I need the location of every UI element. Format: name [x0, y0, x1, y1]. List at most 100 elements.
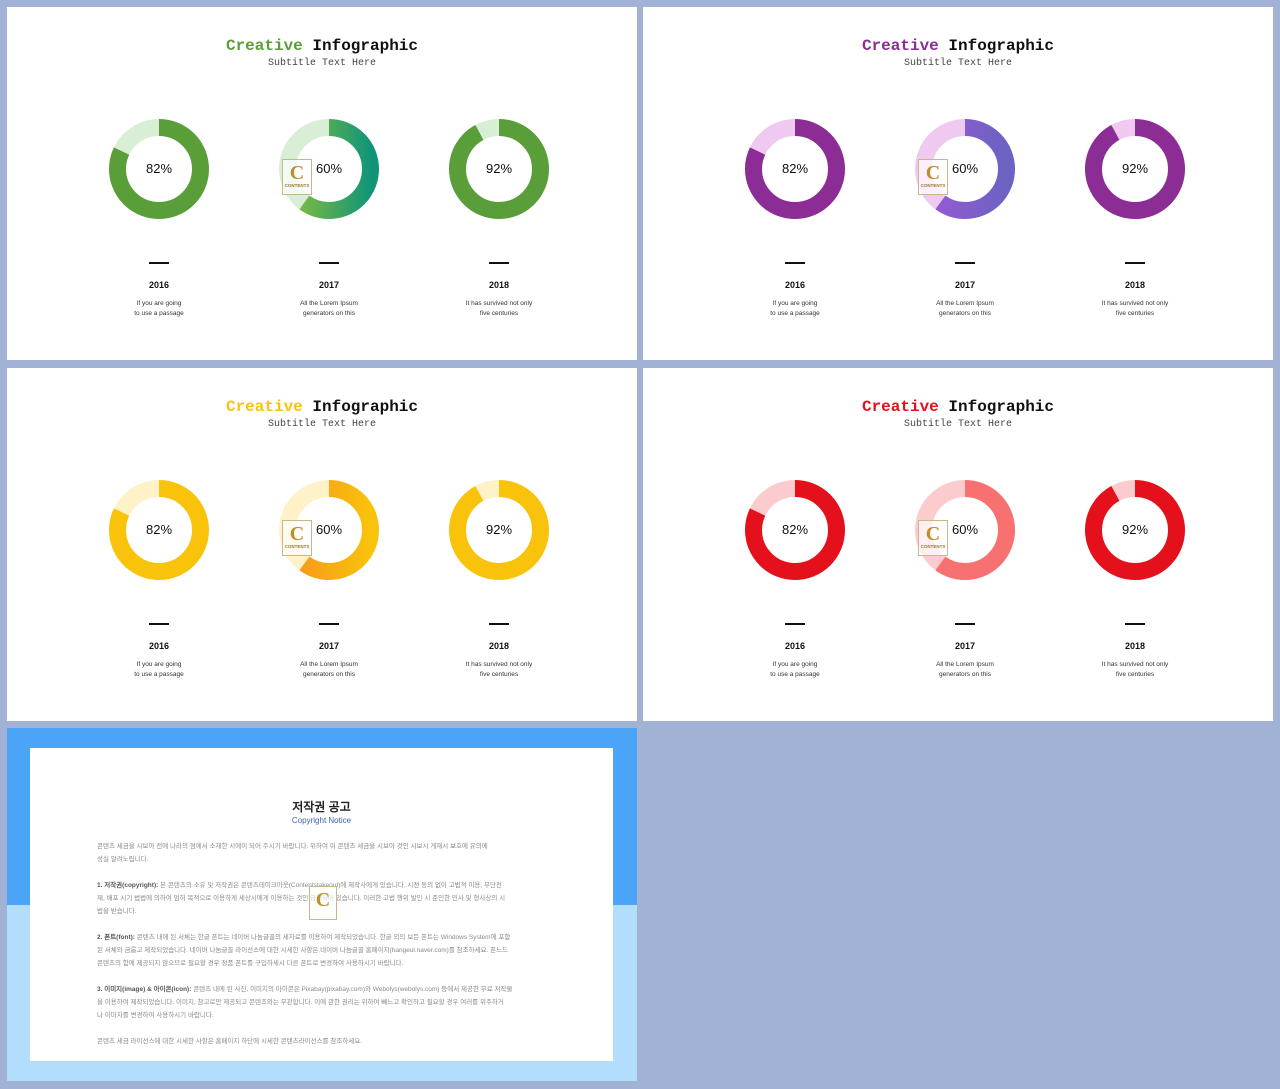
copyright-section-text: 콘텐츠 내에 된 서체는 한글 폰트는 네이버 나눔글꼴의 세자료를 이용하여 … — [97, 934, 511, 967]
item-description-line: generators on this — [302, 670, 356, 678]
divider-dash — [955, 623, 975, 625]
donut-value-arc — [449, 480, 549, 580]
item-description: All the Lorem Ipsum generators on this — [249, 299, 409, 318]
item-description-line: It has survived not only — [1101, 300, 1169, 307]
donut-value-arc — [109, 480, 209, 580]
watermark-logo: C — [309, 886, 337, 920]
donut-percent-label: 82% — [781, 161, 809, 176]
item-description: It has survived not only five centuries — [419, 299, 579, 318]
year-label: 2016 — [148, 280, 170, 290]
slide-title-rest: Infographic — [948, 37, 1055, 55]
copyright-title: 저작권 공고 — [292, 800, 351, 814]
item-description-line: All the Lorem Ipsum — [936, 300, 994, 307]
slide-subtitle: Subtitle Text Here — [267, 419, 377, 430]
item-description-line: If you are going — [772, 661, 818, 668]
slide-title-accent: Creative — [225, 398, 303, 416]
infographic-slide-purple: Creative Infographic Subtitle Text Here … — [643, 7, 1273, 360]
donut-percent-label: 82% — [145, 161, 173, 176]
donut-value-arc — [745, 119, 845, 219]
infographic-slide-green: Creative Infographic Subtitle Text Here … — [7, 7, 637, 360]
year-label: 2018 — [1124, 280, 1146, 290]
item-description-line: It has survived not only — [1101, 661, 1169, 668]
donut-percent-label: 82% — [145, 522, 173, 537]
divider-dash — [489, 262, 509, 264]
item-description-line: If you are going — [772, 300, 818, 307]
copyright-section-heading: 1. 저작권(copyright): — [97, 882, 159, 889]
item-description-line: All the Lorem Ipsum — [936, 661, 994, 668]
year-label: 2016 — [148, 641, 170, 651]
donut-percent-label: 92% — [485, 522, 513, 537]
copyright-card: 저작권 공고 Copyright Notice 콘텐츠 세금을 시보아 전에 나… — [30, 748, 613, 1061]
divider-dash — [319, 262, 339, 264]
copyright-slide: 저작권 공고 Copyright Notice 콘텐츠 세금을 시보아 전에 나… — [7, 728, 637, 1081]
item-description: It has survived not only five centuries — [1055, 660, 1215, 679]
slide-title: Creative Infographic — [643, 396, 1273, 418]
item-description: All the Lorem Ipsum generators on this — [249, 660, 409, 679]
donut-chart — [109, 480, 209, 580]
watermark-text: CONTENTS — [284, 183, 310, 188]
item-description-line: generators on this — [938, 309, 992, 317]
item-description-line: If you are going — [136, 300, 182, 307]
item-description: If you are going to use a passage — [79, 299, 239, 318]
item-description-line: It has survived not only — [465, 661, 533, 668]
item-description-line: to use a passage — [134, 670, 184, 678]
item-description-line: to use a passage — [770, 670, 820, 678]
item-description-line: to use a passage — [134, 309, 184, 317]
donut-percent-label: 60% — [315, 161, 343, 176]
donut-value-arc — [109, 119, 209, 219]
copyright-section-text: 콘텐츠 내에 된 사진, 이미지의 아이콘은 Pixabay(pixabay.c… — [97, 986, 513, 1019]
copyright-body: 콘텐츠 세금을 시보아 전에 나라의 점에서 소재한 시에이 되어 주시기 바랍… — [97, 840, 549, 1061]
watermark-letter: C — [925, 162, 941, 184]
item-description-line: generators on this — [302, 309, 356, 317]
item-description: It has survived not only five centuries — [1055, 299, 1215, 318]
watermark-logo: C CONTENTS — [918, 520, 948, 556]
infographic-slide-red: Creative Infographic Subtitle Text Here … — [643, 368, 1273, 721]
item-description: If you are going to use a passage — [715, 299, 875, 318]
divider-dash — [149, 623, 169, 625]
donut-value-arc — [745, 480, 845, 580]
divider-dash — [319, 623, 339, 625]
copyright-section-font: 2. 폰트(font): 콘텐츠 내에 된 서체는 한글 폰트는 네이버 나눔글… — [97, 931, 549, 970]
year-label: 2017 — [318, 641, 340, 651]
watermark-text: CONTENTS — [920, 183, 946, 188]
item-description: All the Lorem Ipsum generators on this — [885, 299, 1045, 318]
donut-value-arc — [1085, 480, 1185, 580]
donut-svg — [449, 119, 549, 219]
watermark-letter: C — [289, 162, 305, 184]
item-description-line: All the Lorem Ipsum — [300, 661, 358, 668]
divider-dash — [785, 262, 805, 264]
donut-chart — [745, 480, 845, 580]
donut-svg — [449, 480, 549, 580]
slide-title-accent: Creative — [861, 398, 939, 416]
donut-chart — [109, 119, 209, 219]
donut-percent-label: 60% — [951, 522, 979, 537]
watermark-logo: C CONTENTS — [282, 159, 312, 195]
watermark-logo: C CONTENTS — [918, 159, 948, 195]
watermark-text: CONTENTS — [284, 544, 310, 549]
year-label: 2016 — [784, 641, 806, 651]
watermark-letter: C — [315, 889, 331, 911]
item-description: It has survived not only five centuries — [419, 660, 579, 679]
donut-chart — [449, 119, 549, 219]
item-description-line: generators on this — [938, 670, 992, 678]
copyright-intro: 콘텐츠 세금을 시보아 전에 나라의 점에서 소재한 시에이 되어 주시기 바랍… — [97, 843, 488, 863]
divider-dash — [785, 623, 805, 625]
donut-value-arc — [1085, 119, 1185, 219]
donut-value-arc — [279, 480, 379, 580]
item-description: If you are going to use a passage — [79, 660, 239, 679]
item-description-line: All the Lorem Ipsum — [300, 300, 358, 307]
item-description: If you are going to use a passage — [715, 660, 875, 679]
slide-title-accent: Creative — [225, 37, 303, 55]
copyright-subtitle: Copyright Notice — [291, 816, 352, 825]
slide-title: Creative Infographic — [643, 35, 1273, 57]
divider-dash — [1125, 623, 1145, 625]
donut-percent-label: 92% — [1121, 522, 1149, 537]
copyright-section-text: 본 콘텐츠의 소유 및 저작권은 콘텐츠테이크아웃(Contentstakeou… — [97, 882, 506, 915]
copyright-section-copyright: 1. 저작권(copyright): 본 콘텐츠의 소유 및 저작권은 콘텐츠테… — [97, 879, 549, 918]
donut-svg — [1085, 480, 1185, 580]
divider-dash — [149, 262, 169, 264]
donut-percent-label: 60% — [315, 522, 343, 537]
donut-percent-label: 60% — [951, 161, 979, 176]
item-description-line: five centuries — [1115, 670, 1155, 678]
item-description-line: five centuries — [479, 670, 519, 678]
